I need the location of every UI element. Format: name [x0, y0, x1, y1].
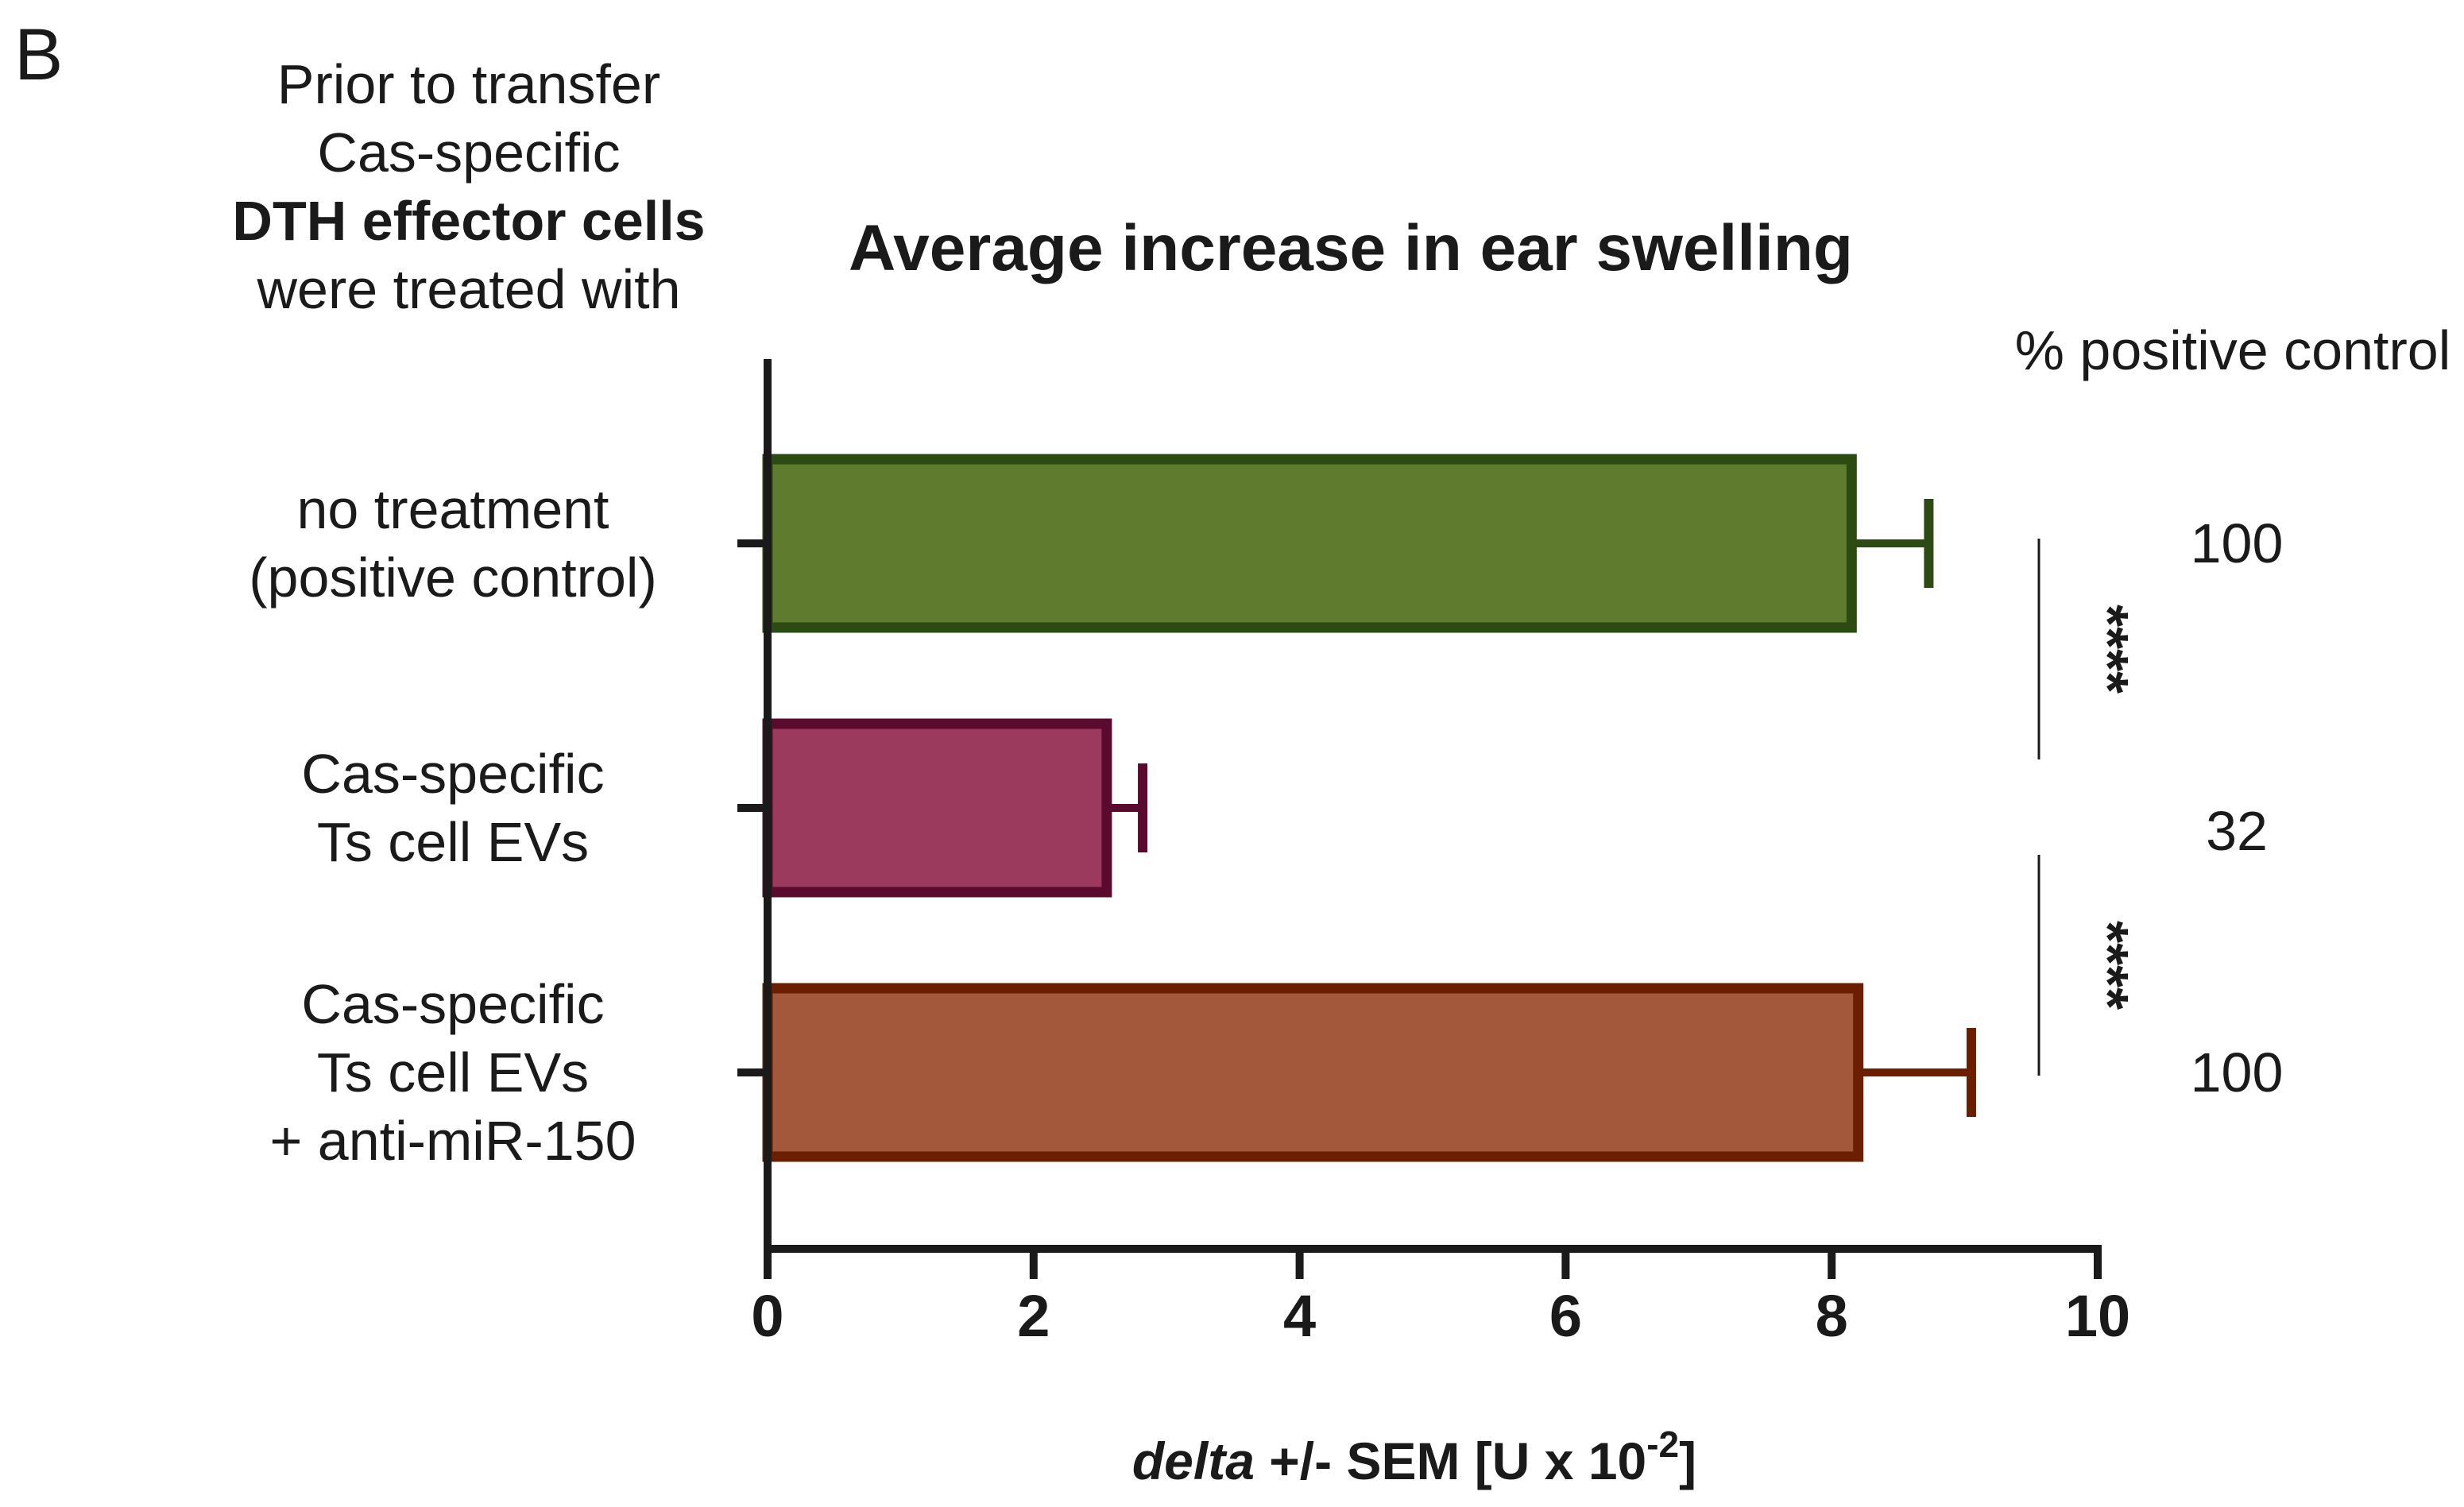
treatment-header-line1: Prior to transfer [277, 53, 660, 115]
significance-stars-1: **** [2075, 605, 2139, 694]
bar-1 [762, 454, 1857, 633]
category-label-3-line-3: + anti-miR-150 [269, 1110, 636, 1172]
bar-3 [762, 983, 1864, 1162]
treatment-header: Prior to transfer Cas-specific DTH effec… [232, 53, 705, 320]
x-axis-label-superscript: -2 [1646, 1424, 1679, 1465]
x-tick-label-10: 10 [2065, 1283, 2130, 1349]
x-tick-label-6: 6 [1549, 1283, 1582, 1349]
axes-layer: 0 2 4 6 8 10 [737, 359, 2130, 1349]
bar-2 [762, 718, 1112, 898]
significance-brackets: **** **** [2037, 539, 2139, 1076]
x-tick-label-0: 0 [751, 1283, 783, 1349]
x-tick-label-2: 2 [1017, 1283, 1050, 1349]
x-axis-label: delta +/- SEM [U x 10-2] [1132, 1424, 1696, 1490]
treatment-header-line2: Cas-specific [317, 122, 620, 184]
percent-header: % positive control [2015, 319, 2451, 381]
percent-value-3: 100 [2191, 1041, 2284, 1103]
treatment-header-line3: DTH effector cells [232, 190, 705, 252]
significance-stars-2: **** [2075, 921, 2139, 1010]
category-label-3-line-1: Cas-specific [301, 973, 604, 1035]
chart-title: Average increase in ear swelling [849, 212, 1853, 284]
x-axis-label-main: +/- SEM [U x 10 [1255, 1432, 1646, 1490]
x-axis-label-end: ] [1679, 1432, 1696, 1490]
category-label-1-line-1: no treatment [297, 478, 609, 540]
category-labels: no treatment (positive control) Cas-specif… [249, 478, 657, 1172]
treatment-header-line4: were treated with [256, 258, 680, 320]
x-tick-label-8: 8 [1816, 1283, 1848, 1349]
category-label-2-line-1: Cas-specific [301, 743, 604, 805]
x-tick-label-4: 4 [1283, 1283, 1316, 1349]
bars-layer [762, 454, 1976, 1162]
category-label-1-line-2: (positive control) [249, 547, 657, 609]
x-axis-label-italic: delta [1132, 1432, 1255, 1490]
percent-values: 100 32 100 [2191, 512, 2284, 1103]
panel-label: B [14, 14, 63, 95]
percent-value-2: 32 [2206, 800, 2268, 862]
category-label-3-line-2: Ts cell EVs [317, 1041, 589, 1103]
percent-value-1: 100 [2191, 512, 2284, 574]
category-label-2-line-2: Ts cell EVs [317, 811, 589, 873]
